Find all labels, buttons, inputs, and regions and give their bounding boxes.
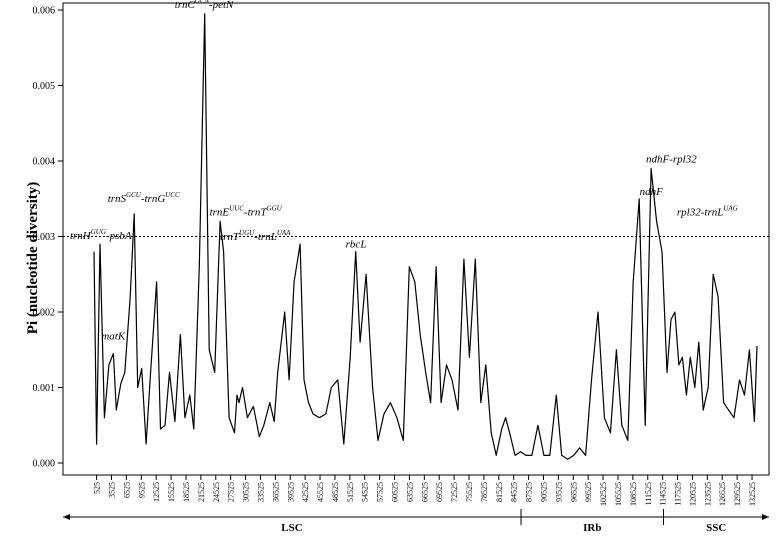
- x-tick-label: 36525: [271, 482, 280, 502]
- x-tick-label: 84525: [510, 482, 519, 502]
- annotations: trnHGUG-psbAmatKtrnSGCU-trnGUCCtrnCGCA-p…: [70, 0, 738, 343]
- annotation-text: -psbA: [106, 230, 132, 242]
- x-tick-label: 96525: [569, 482, 578, 502]
- x-tick-label: 120525: [688, 482, 697, 506]
- x-tick-label: 81525: [495, 482, 504, 502]
- x-tick-label: 102525: [599, 482, 608, 506]
- region-label-lsc: LSC: [281, 522, 302, 534]
- x-tick-label: 3525: [107, 482, 116, 498]
- annotation-label: trnCGCA-petN: [175, 0, 234, 11]
- annotation-label: rpl32-trnLUAG: [677, 204, 738, 218]
- annotation-label: rbcL: [346, 239, 367, 251]
- annotation-text: trnH: [70, 230, 92, 242]
- x-tick-label: 72525: [450, 482, 459, 502]
- x-tick-label: 87525: [525, 482, 534, 502]
- x-tick-label: 123525: [703, 482, 712, 506]
- region-label-ssc: SSC: [706, 522, 726, 534]
- annotation-label: matK: [101, 331, 126, 343]
- y-tick-label: 0.003: [33, 232, 56, 243]
- x-tick-label: 42525: [301, 482, 310, 502]
- annotation-text: -trnT: [244, 206, 268, 218]
- plot-frame: [62, 2, 770, 476]
- x-tick-label: 12525: [152, 482, 161, 502]
- x-tick-label: 9525: [137, 482, 146, 498]
- x-tick-label: 54525: [361, 482, 370, 502]
- x-tick-label: 57525: [376, 482, 385, 502]
- y-tick-label: 0.001: [33, 383, 56, 394]
- y-axis-label: Pi (nucleotide diversity): [25, 182, 41, 334]
- x-tick-label: 45525: [316, 482, 325, 502]
- x-tick-label: 51525: [346, 482, 355, 502]
- annotation-superscript: GCA: [195, 0, 210, 5]
- x-tick-label: 525: [93, 482, 102, 494]
- annotation-superscript: GUG: [91, 228, 106, 236]
- x-tick-label: 27525: [227, 482, 236, 502]
- region-label-irb: IRb: [583, 522, 601, 534]
- annotation-label: ndhF: [640, 186, 664, 198]
- y-axis: 0.000 0.001 0.002 0.003 0.004 0.005 0.006: [33, 6, 63, 470]
- x-tick-label: 18525: [182, 482, 191, 502]
- x-tick-label: 108525: [629, 482, 638, 506]
- annotation-superscript: UCC: [165, 191, 180, 199]
- annotation-superscript: UAG: [723, 204, 737, 212]
- annotation-text: -petN: [209, 0, 234, 11]
- x-tick-label: 66525: [420, 482, 429, 502]
- x-tick-label: 63525: [405, 482, 414, 502]
- y-tick-label: 0.005: [33, 81, 56, 92]
- x-tick-label: 48525: [331, 482, 340, 502]
- annotation-text: -trnG: [141, 193, 166, 205]
- annotation-superscript: UGU: [239, 229, 255, 237]
- annotation-text: trnT: [220, 231, 240, 243]
- x-tick-label: 30525: [242, 482, 251, 502]
- annotation-text: rpl32-trnL: [677, 206, 723, 218]
- pi-series-line: [93, 13, 758, 460]
- annotation-superscript: GCU: [126, 191, 142, 199]
- annotation-text: trnC: [175, 0, 196, 11]
- x-tick-label: 6525: [122, 482, 131, 498]
- annotation-text: ndhF-rpl32: [646, 154, 697, 166]
- x-tick-label: 39525: [286, 482, 295, 502]
- x-tick-label: 129525: [733, 482, 742, 506]
- annotation-text: matK: [101, 331, 126, 343]
- annotation-superscript: GGU: [267, 204, 283, 212]
- x-tick-label: 132525: [748, 482, 757, 506]
- annotation-text: trnS: [108, 193, 127, 205]
- y-tick-label: 0.000: [33, 459, 56, 470]
- x-tick-label: 75525: [465, 482, 474, 502]
- annotation-label: trnTUGU-trnLUAA: [220, 229, 291, 243]
- x-tick-label: 117525: [674, 482, 683, 506]
- y-tick-label: 0.002: [33, 308, 56, 319]
- x-tick-label: 78525: [480, 482, 489, 502]
- x-tick-label: 24525: [212, 482, 221, 502]
- annotation-text: -trnL: [254, 231, 277, 243]
- x-tick-label: 105525: [614, 482, 623, 506]
- region-right-arrow: [762, 514, 769, 520]
- annotation-label: trnSGCU-trnGUCC: [108, 191, 180, 205]
- x-tick-label: 111525: [644, 482, 653, 505]
- x-tick-label: 93525: [554, 482, 563, 502]
- x-tick-label: 21525: [197, 482, 206, 502]
- x-tick-label: 33525: [256, 482, 265, 502]
- annotation-superscript: UUC: [229, 204, 244, 212]
- annotation-label: trnEUUC-trnTGGU: [210, 204, 283, 218]
- region-left-arrow: [63, 514, 70, 520]
- annotation-label: trnHGUG-psbA: [70, 228, 132, 242]
- x-tick-label: 90525: [539, 482, 548, 502]
- region-bar: LSC IRb SSC: [63, 509, 769, 534]
- annotation-text: rbcL: [346, 239, 367, 251]
- y-tick-label: 0.006: [33, 6, 56, 17]
- x-tick-label: 15525: [167, 482, 176, 502]
- x-tick-label: 114525: [659, 482, 668, 506]
- x-tick-label: 126525: [718, 482, 727, 506]
- annotation-superscript: UAA: [277, 229, 291, 237]
- x-tick-label: 69525: [435, 482, 444, 502]
- annotation-text: trnE: [210, 206, 230, 218]
- x-tick-label: 60525: [391, 482, 400, 502]
- annotation-text: ndhF: [640, 186, 664, 198]
- y-tick-label: 0.004: [33, 157, 56, 168]
- annotation-label: ndhF-rpl32: [646, 154, 697, 166]
- x-axis: 525 3525 6525 9525 12525 15525 18525 21525 24525…: [93, 475, 757, 506]
- x-tick-label: 99525: [584, 482, 593, 502]
